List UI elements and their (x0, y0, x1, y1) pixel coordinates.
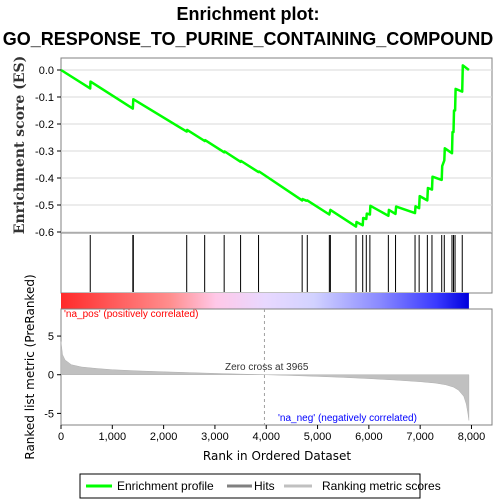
zero-cross-label: Zero cross at 3965 (225, 362, 309, 373)
enrichment-profile-line (60, 64, 470, 228)
es-tick-label: -0.2 (35, 119, 54, 131)
rank-x-tick-label: 3,000 (201, 431, 229, 443)
rank-y-tick-label: 0 (48, 370, 54, 382)
rank-x-axis-label: Rank in Ordered Dataset (203, 449, 351, 463)
rank-x-tick-label: 8,000 (458, 431, 486, 443)
chart-title-line1: Enrichment plot: (177, 4, 320, 24)
ranking-metric-area (60, 341, 470, 421)
es-tick-label: -0.4 (35, 173, 54, 185)
rank-x-tick-label: 1,000 (99, 431, 127, 443)
legend-enrichment-label: Enrichment profile (117, 479, 214, 493)
ranking-gradient-bar (61, 293, 469, 309)
rank-x-ticks: 0 1,000 2,000 3,000 4,000 5,000 6,000 7,000 8,00… (58, 425, 485, 443)
es-tick-label: -0.1 (35, 92, 54, 104)
es-grid (61, 69, 492, 233)
rank-x-tick-label: 4,000 (252, 431, 280, 443)
es-tick-label: -0.6 (35, 227, 54, 239)
rank-y-tick-label: -5 (44, 408, 54, 420)
rank-x-tick-label: 7,000 (406, 431, 434, 443)
legend-hits-label: Hits (254, 479, 275, 493)
pos-correlated-label: 'na_pos' (positively correlated) (64, 309, 198, 320)
es-tick-label: 0.0 (39, 65, 54, 77)
es-y-ticks: 0.0 -0.1 -0.2 -0.3 -0.4 -0.5 -0.6 (35, 65, 61, 239)
rank-y-tick-label: 5 (48, 331, 54, 343)
rank-x-tick-label: 5,000 (304, 431, 332, 443)
rank-y-ticks: 5 0 -5 (44, 331, 61, 420)
legend-ranking-label: Ranking metric scores (322, 479, 441, 493)
chart-title-line2: GO_RESPONSE_TO_PURINE_CONTAINING_COMPOUN… (3, 29, 493, 49)
hit-markers (89, 235, 463, 292)
es-panel-frame (60, 57, 493, 234)
rank-x-tick-label: 2,000 (150, 431, 178, 443)
neg-correlated-label: 'na_neg' (negatively correlated) (278, 413, 417, 424)
rank-x-tick-label: 6,000 (355, 431, 383, 443)
rank-x-tick-label: 0 (58, 431, 64, 443)
es-tick-label: -0.5 (35, 200, 54, 212)
es-y-axis-label: Enrichment score (ES) (12, 56, 28, 234)
rank-y-axis-label: Ranked list metric (PreRanked) (23, 274, 37, 459)
es-tick-label: -0.3 (35, 146, 54, 158)
